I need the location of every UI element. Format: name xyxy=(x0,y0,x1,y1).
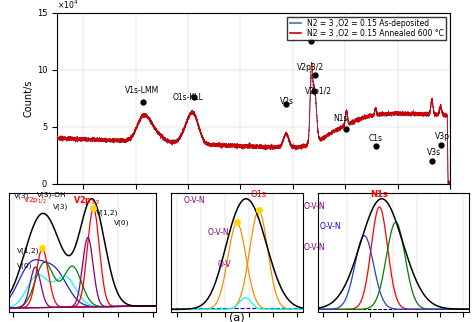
Text: O1s-KLL: O1s-KLL xyxy=(172,92,203,101)
Text: V2p$_{3/2}$: V2p$_{3/2}$ xyxy=(73,194,100,207)
Text: N1s: N1s xyxy=(371,190,388,199)
Text: V2p$_{1/2}$: V2p$_{1/2}$ xyxy=(23,196,47,206)
Text: O-V-N: O-V-N xyxy=(184,196,206,205)
Text: V(3)-OH: V(3)-OH xyxy=(36,192,66,198)
Text: C1s: C1s xyxy=(369,134,383,143)
X-axis label: Binding Energy (eV): Binding Energy (eV) xyxy=(205,205,302,215)
Text: $\times 10^4$: $\times 10^4$ xyxy=(57,0,78,11)
Text: V(1,2): V(1,2) xyxy=(96,210,118,216)
Text: O1s: O1s xyxy=(306,27,321,41)
Text: O1s: O1s xyxy=(251,190,267,199)
Text: V3s: V3s xyxy=(427,148,441,157)
Text: V2s: V2s xyxy=(280,97,294,106)
Text: N1s: N1s xyxy=(334,114,348,123)
Y-axis label: Count/s: Count/s xyxy=(24,80,34,117)
Text: V(3): V(3) xyxy=(14,193,30,199)
Text: (a): (a) xyxy=(229,312,245,322)
Text: O-V-N: O-V-N xyxy=(304,202,326,211)
Text: V2p1/2: V2p1/2 xyxy=(305,87,332,96)
Legend: N2 = 3 ,O2 = 0.15 As-deposited, N2 = 3 ,O2 = 0.15 Annealed 600 °C: N2 = 3 ,O2 = 0.15 As-deposited, N2 = 3 ,… xyxy=(287,17,447,41)
Text: V(3): V(3) xyxy=(53,204,68,210)
Text: V1s-LMM: V1s-LMM xyxy=(125,86,159,102)
Text: V(0): V(0) xyxy=(114,219,129,226)
Text: O-V-N: O-V-N xyxy=(319,222,341,231)
Text: O-V: O-V xyxy=(218,260,232,269)
Text: V(0): V(0) xyxy=(17,262,32,269)
Text: O-V-N: O-V-N xyxy=(208,228,230,237)
Text: O-V-N: O-V-N xyxy=(304,243,326,252)
Text: V2p3/2: V2p3/2 xyxy=(297,63,324,75)
Text: V(1,2): V(1,2) xyxy=(17,248,39,254)
Text: V3p: V3p xyxy=(435,132,449,141)
